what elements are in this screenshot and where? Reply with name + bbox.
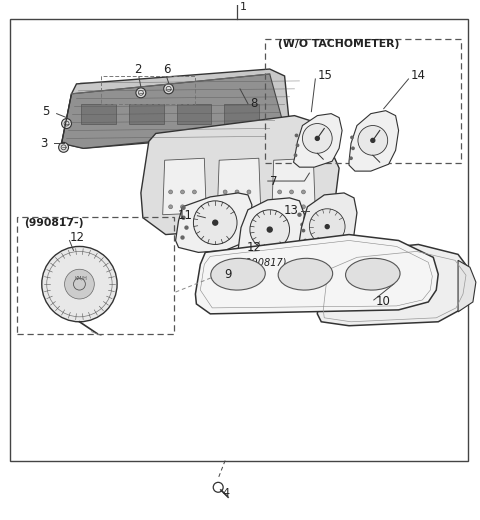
Polygon shape [458, 261, 476, 312]
Circle shape [181, 236, 184, 239]
Ellipse shape [278, 258, 333, 290]
Circle shape [310, 209, 345, 244]
Circle shape [302, 229, 305, 232]
Text: 7: 7 [270, 175, 277, 188]
Ellipse shape [211, 258, 265, 290]
Circle shape [223, 205, 227, 209]
Polygon shape [317, 244, 470, 326]
Circle shape [300, 243, 303, 246]
Circle shape [289, 205, 294, 209]
Circle shape [182, 216, 185, 219]
Circle shape [59, 142, 69, 152]
Polygon shape [298, 193, 357, 261]
Text: 15: 15 [317, 70, 332, 83]
Polygon shape [217, 158, 261, 215]
Text: 5: 5 [42, 105, 49, 118]
Text: 12: 12 [247, 241, 262, 254]
Circle shape [371, 138, 375, 142]
Circle shape [315, 136, 319, 140]
Ellipse shape [346, 258, 400, 290]
Text: (990817-): (990817-) [24, 218, 84, 228]
Circle shape [304, 239, 307, 242]
Circle shape [223, 190, 227, 194]
Text: 10: 10 [376, 295, 391, 308]
Circle shape [213, 220, 218, 225]
Text: (-990817): (-990817) [238, 257, 287, 267]
Polygon shape [141, 115, 339, 235]
Circle shape [65, 269, 94, 299]
Circle shape [192, 205, 196, 209]
Bar [177, 103, 211, 124]
Text: 3: 3 [40, 137, 47, 150]
Circle shape [358, 125, 388, 155]
Circle shape [351, 136, 353, 139]
Bar [129, 103, 164, 124]
Circle shape [185, 226, 188, 229]
Circle shape [192, 190, 196, 194]
Circle shape [168, 205, 173, 209]
Circle shape [350, 157, 352, 160]
Text: 2: 2 [134, 63, 142, 76]
Circle shape [277, 190, 282, 194]
Polygon shape [238, 198, 304, 264]
Circle shape [180, 190, 184, 194]
Circle shape [325, 225, 329, 229]
Circle shape [193, 201, 237, 244]
Text: 13: 13 [284, 204, 299, 217]
Circle shape [247, 190, 251, 194]
Text: 6: 6 [163, 63, 170, 76]
Text: (W/O TACHOMETER): (W/O TACHOMETER) [277, 39, 399, 49]
Text: 12: 12 [70, 231, 84, 244]
Circle shape [295, 134, 298, 137]
Circle shape [164, 84, 174, 94]
Text: 4: 4 [222, 488, 229, 498]
Circle shape [277, 205, 282, 209]
Polygon shape [272, 158, 315, 215]
Circle shape [296, 144, 299, 147]
Polygon shape [294, 114, 342, 167]
Circle shape [42, 246, 117, 322]
Polygon shape [61, 69, 289, 148]
Circle shape [301, 190, 305, 194]
Circle shape [235, 205, 239, 209]
Polygon shape [195, 235, 438, 314]
Polygon shape [349, 111, 398, 171]
Circle shape [303, 233, 306, 236]
Polygon shape [163, 158, 206, 215]
Circle shape [302, 124, 332, 153]
Circle shape [250, 210, 289, 250]
Text: KM/H: KM/H [74, 275, 87, 280]
Circle shape [298, 213, 301, 216]
Bar [224, 103, 259, 124]
Circle shape [180, 205, 184, 209]
Text: 9: 9 [225, 268, 232, 281]
Circle shape [352, 147, 354, 150]
Polygon shape [176, 193, 252, 252]
Polygon shape [61, 74, 285, 148]
Circle shape [294, 154, 297, 157]
Circle shape [235, 190, 239, 194]
Bar [10, 19, 468, 461]
Text: 11: 11 [178, 209, 192, 222]
Circle shape [301, 205, 305, 209]
Text: 8: 8 [250, 97, 257, 110]
Circle shape [61, 119, 72, 128]
Circle shape [267, 227, 272, 232]
Circle shape [136, 88, 146, 98]
Circle shape [168, 190, 173, 194]
Circle shape [182, 206, 185, 209]
Circle shape [301, 249, 304, 252]
Circle shape [247, 205, 251, 209]
Text: 1: 1 [240, 2, 247, 11]
Bar [82, 103, 116, 124]
Circle shape [301, 223, 304, 226]
Text: 14: 14 [410, 70, 425, 83]
Circle shape [289, 190, 294, 194]
